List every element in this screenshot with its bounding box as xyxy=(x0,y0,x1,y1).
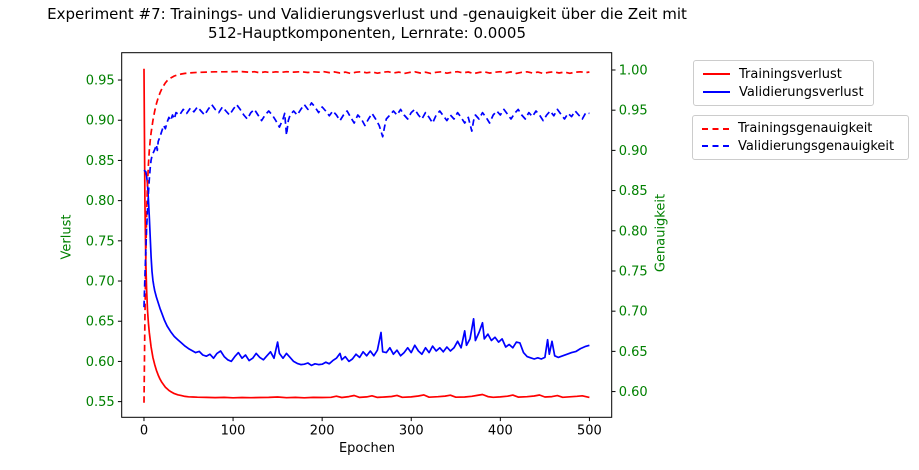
y-left-tick-label: 0.85 xyxy=(86,154,115,169)
y-axis-label-right: Genauigkeit xyxy=(653,193,669,273)
legend-label-validierungsgenauigkeit: Validierungsgenauigkeit xyxy=(738,138,895,154)
x-tick-label: 200 xyxy=(310,423,335,438)
y-right-tick-label: 0.70 xyxy=(619,305,648,320)
legend-label-validierungsverlust: Validierungsverlust xyxy=(739,84,864,100)
chart-title: Experiment #7: Trainings- und Validierun… xyxy=(0,5,734,43)
legend-label-trainingsgenauigkeit: Trainingsgenauigkeit xyxy=(738,121,873,137)
val_acc-line xyxy=(143,102,590,308)
y-right-tick-label: 0.65 xyxy=(619,345,648,360)
red-solid-line-icon xyxy=(703,73,730,75)
x-tick-label: 100 xyxy=(221,423,246,438)
y-right-tick-label: 0.75 xyxy=(619,264,648,279)
y-axis-label-left: Verlust xyxy=(59,214,75,260)
legend-accuracy-box: Trainingsgenauigkeit Validierungsgenauig… xyxy=(692,115,909,160)
x-tick-label: 0 xyxy=(140,423,148,438)
y-right-tick-label: 0.80 xyxy=(619,224,648,239)
legend-item-validierungsgenauigkeit: Validierungsgenauigkeit xyxy=(702,138,899,156)
y-right-tick-label: 0.60 xyxy=(619,385,648,400)
red-dashed-line-icon xyxy=(702,127,729,130)
y-left-tick-label: 0.55 xyxy=(86,395,115,410)
legend-label-trainingsverlust: Trainingsverlust xyxy=(739,66,842,82)
y-right-tick-label: 1.00 xyxy=(619,63,648,78)
x-tick-label: 400 xyxy=(488,423,513,438)
y-left-tick-label: 0.60 xyxy=(86,355,115,370)
y-left-tick-label: 0.80 xyxy=(86,194,115,209)
chart-title-line1: Experiment #7: Trainings- und Validierun… xyxy=(47,5,687,23)
legend-loss-box: Trainingsverlust Validierungsverlust xyxy=(693,60,874,106)
x-axis-label: Epochen xyxy=(338,441,396,456)
x-tick-label: 300 xyxy=(399,423,424,438)
legend-item-trainingsgenauigkeit: Trainingsgenauigkeit xyxy=(702,120,899,138)
blue-dashed-line-icon xyxy=(702,145,729,148)
train_acc-line xyxy=(143,70,590,403)
train_loss-line xyxy=(143,68,590,399)
y-right-tick-label: 0.85 xyxy=(619,184,648,199)
y-left-tick-label: 0.65 xyxy=(86,315,115,330)
y-left-tick-label: 0.90 xyxy=(86,114,115,129)
y-left-tick-label: 0.95 xyxy=(86,74,115,89)
chart-title-line2: 512-Hauptkomponenten, Lernrate: 0.0005 xyxy=(208,24,526,42)
legend-item-trainingsverlust: Trainingsverlust xyxy=(703,65,864,83)
blue-solid-line-icon xyxy=(703,91,730,93)
y-right-tick-label: 0.90 xyxy=(619,144,648,159)
legend-item-validierungsverlust: Validierungsverlust xyxy=(703,83,864,101)
plot-frame xyxy=(121,52,613,418)
y-right-tick-label: 0.95 xyxy=(619,104,648,119)
y-left-tick-label: 0.70 xyxy=(86,275,115,290)
y-left-tick-label: 0.75 xyxy=(86,234,115,249)
x-tick-label: 500 xyxy=(577,423,602,438)
val_loss-line xyxy=(143,169,590,367)
